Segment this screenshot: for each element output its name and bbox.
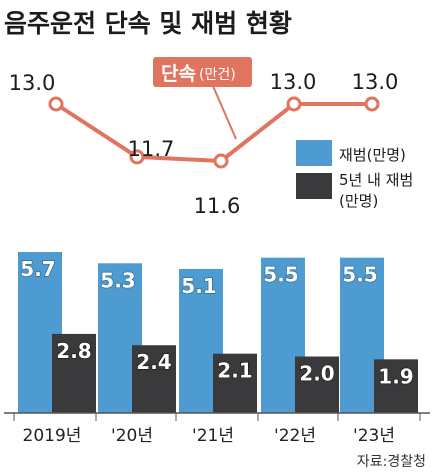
source-note: 자료:경찰청 — [357, 454, 426, 470]
x-tick-label-0: 2019년 — [23, 426, 82, 446]
dark-bar-label-0: 2.8 — [56, 339, 91, 363]
line-point-1 — [129, 149, 145, 165]
dark-bar-2 — [213, 353, 257, 413]
dark-bar-label-1: 2.4 — [136, 350, 171, 374]
dark-bar-label-4: 1.9 — [378, 364, 413, 388]
bar-label-1: 5.3 — [100, 268, 135, 292]
line-point-4 — [364, 96, 380, 112]
line-label-0: 13.0 — [9, 71, 56, 95]
line-point-2 — [213, 153, 229, 169]
legend-label-1-line2: (만명) — [339, 192, 378, 210]
line-legend-name: 단속 — [161, 63, 196, 85]
x-tick-label-2: '21년 — [192, 426, 234, 446]
dark-bar-label-3: 2.0 — [299, 362, 334, 386]
chart-title: 음주운전 단속 및 재범 현황 — [4, 9, 292, 38]
line-point-3 — [286, 96, 302, 112]
line-legend-box — [153, 57, 252, 87]
line-label-3: 13.0 — [270, 70, 317, 94]
x-tick-label-4: '23년 — [353, 426, 395, 446]
dark-bar-label-2: 2.1 — [217, 359, 252, 383]
dark-bar-1 — [132, 345, 176, 413]
dark-bar-3 — [295, 356, 339, 413]
line-label-1: 11.7 — [128, 137, 175, 161]
dark-bar-0 — [52, 333, 96, 413]
line-point-0 — [48, 96, 64, 112]
legend-swatch-1 — [296, 173, 332, 199]
line-legend-unit: (만건) — [199, 67, 236, 83]
line-label-2: 11.6 — [194, 194, 241, 218]
bar-label-0: 5.7 — [20, 257, 55, 281]
legend-label-0: 재범(만명) — [339, 146, 406, 164]
bar-label-3: 5.5 — [263, 263, 298, 287]
line-label-4: 13.0 — [352, 70, 399, 94]
x-tick-label-3: '22년 — [274, 426, 316, 446]
legend-label-1: 5년 내 재범 — [339, 171, 413, 189]
bar-label-4: 5.5 — [342, 263, 377, 287]
x-tick-label-1: '20년 — [111, 426, 153, 446]
dark-bar-4 — [374, 359, 418, 413]
line-callout-leader — [212, 85, 237, 140]
legend-swatch-0 — [296, 140, 332, 166]
bar-label-2: 5.1 — [181, 274, 216, 298]
